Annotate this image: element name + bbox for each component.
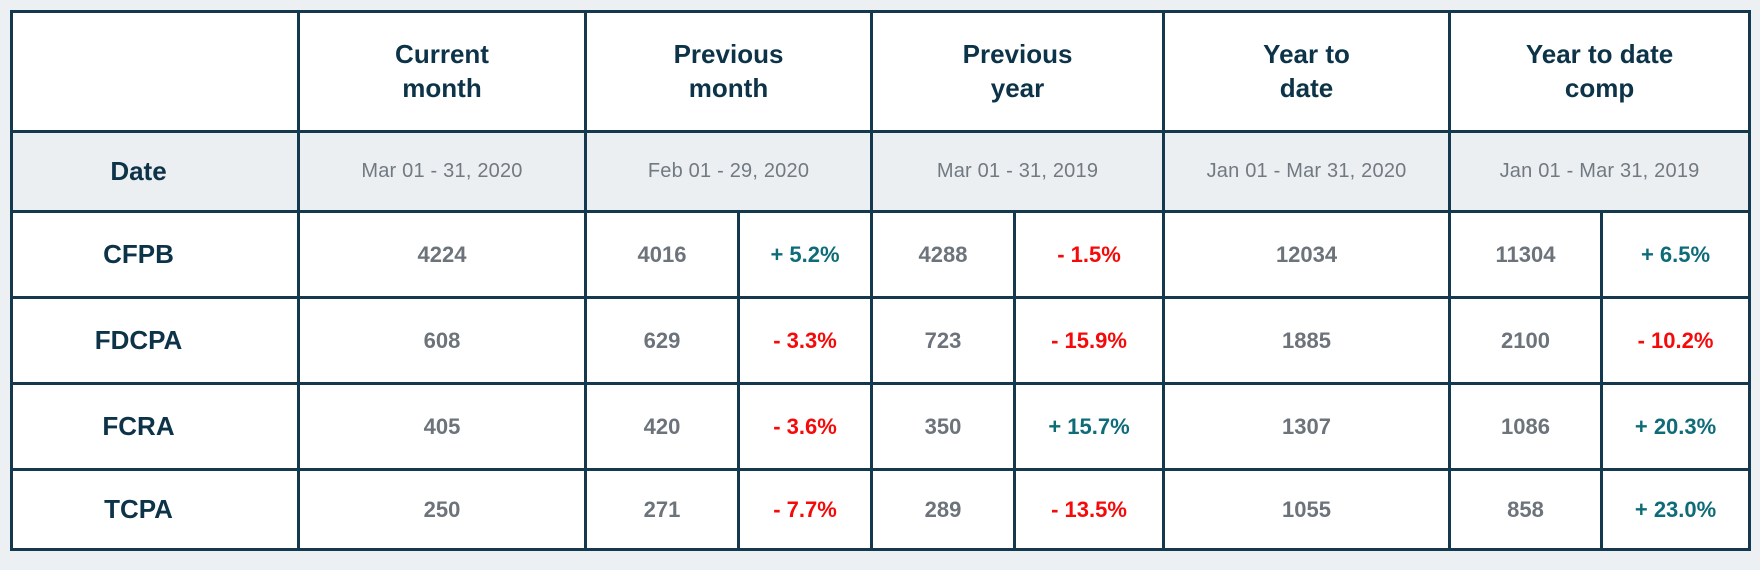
date-range-current-month: Mar 01 - 31, 2020 — [297, 130, 587, 213]
col-header-year-to-date: Year to date — [1162, 10, 1452, 133]
date-row: Date Mar 01 - 31, 2020 Feb 01 - 29, 2020… — [10, 130, 1752, 213]
cell-ytd-comp-change: + 6.5% — [1600, 210, 1752, 299]
cell-previous-month-change: - 3.6% — [736, 382, 874, 471]
cell-previous-year-value: 289 — [870, 468, 1017, 551]
cell-ytd-comp-change: + 23.0% — [1600, 468, 1752, 551]
cell-previous-year-change: - 1.5% — [1013, 210, 1166, 299]
col-header-current-month: Current month — [297, 10, 587, 133]
cell-current-month: 405 — [297, 382, 587, 471]
corner-cell — [10, 10, 300, 133]
col-header-year-to-date-comp: Year to date comp — [1448, 10, 1752, 133]
cell-previous-month-value: 420 — [584, 382, 740, 471]
date-range-previous-year: Mar 01 - 31, 2019 — [870, 130, 1166, 213]
cell-year-to-date: 12034 — [1162, 210, 1452, 299]
cell-current-month: 4224 — [297, 210, 587, 299]
col-header-previous-month: Previous month — [583, 10, 874, 133]
cell-year-to-date: 1885 — [1162, 296, 1452, 385]
cell-year-to-date: 1055 — [1162, 468, 1452, 551]
col-header-previous-year: Previous year — [870, 10, 1166, 133]
table-row-fcra: FCRA 405 420 - 3.6% 350 + 15.7% 1307 108… — [10, 382, 1752, 471]
cell-ytd-comp-value: 11304 — [1448, 210, 1604, 299]
cell-previous-month-value: 271 — [584, 468, 740, 551]
cell-previous-month-change: + 5.2% — [736, 210, 874, 299]
metrics-table: Current month Previous month Previous ye… — [10, 10, 1752, 551]
cell-previous-year-change: - 13.5% — [1013, 468, 1166, 551]
date-row-label: Date — [10, 130, 300, 213]
date-range-year-to-date: Jan 01 - Mar 31, 2020 — [1162, 130, 1452, 213]
cell-ytd-comp-value: 1086 — [1448, 382, 1604, 471]
date-range-previous-month: Feb 01 - 29, 2020 — [583, 130, 874, 213]
cell-ytd-comp-change: - 10.2% — [1600, 296, 1752, 385]
cell-previous-month-value: 629 — [584, 296, 740, 385]
cell-previous-year-change: + 15.7% — [1013, 382, 1166, 471]
header-row: Current month Previous month Previous ye… — [10, 10, 1752, 133]
cell-previous-month-change: - 7.7% — [736, 468, 874, 551]
cell-previous-month-change: - 3.3% — [736, 296, 874, 385]
row-label: TCPA — [10, 468, 300, 551]
cell-current-month: 608 — [297, 296, 587, 385]
cell-previous-month-value: 4016 — [584, 210, 740, 299]
table-row-cfpb: CFPB 4224 4016 + 5.2% 4288 - 1.5% 12034 … — [10, 210, 1752, 299]
table-row-fdcpa: FDCPA 608 629 - 3.3% 723 - 15.9% 1885 21… — [10, 296, 1752, 385]
cell-previous-year-value: 350 — [870, 382, 1017, 471]
cell-ytd-comp-value: 858 — [1448, 468, 1604, 551]
row-label: FCRA — [10, 382, 300, 471]
cell-previous-year-change: - 15.9% — [1013, 296, 1166, 385]
cell-ytd-comp-value: 2100 — [1448, 296, 1604, 385]
cell-previous-year-value: 4288 — [870, 210, 1017, 299]
cell-year-to-date: 1307 — [1162, 382, 1452, 471]
table-row-tcpa: TCPA 250 271 - 7.7% 289 - 13.5% 1055 858… — [10, 468, 1752, 551]
cell-current-month: 250 — [297, 468, 587, 551]
date-range-year-to-date-comp: Jan 01 - Mar 31, 2019 — [1448, 130, 1752, 213]
cell-ytd-comp-change: + 20.3% — [1600, 382, 1752, 471]
row-label: FDCPA — [10, 296, 300, 385]
row-label: CFPB — [10, 210, 300, 299]
cell-previous-year-value: 723 — [870, 296, 1017, 385]
